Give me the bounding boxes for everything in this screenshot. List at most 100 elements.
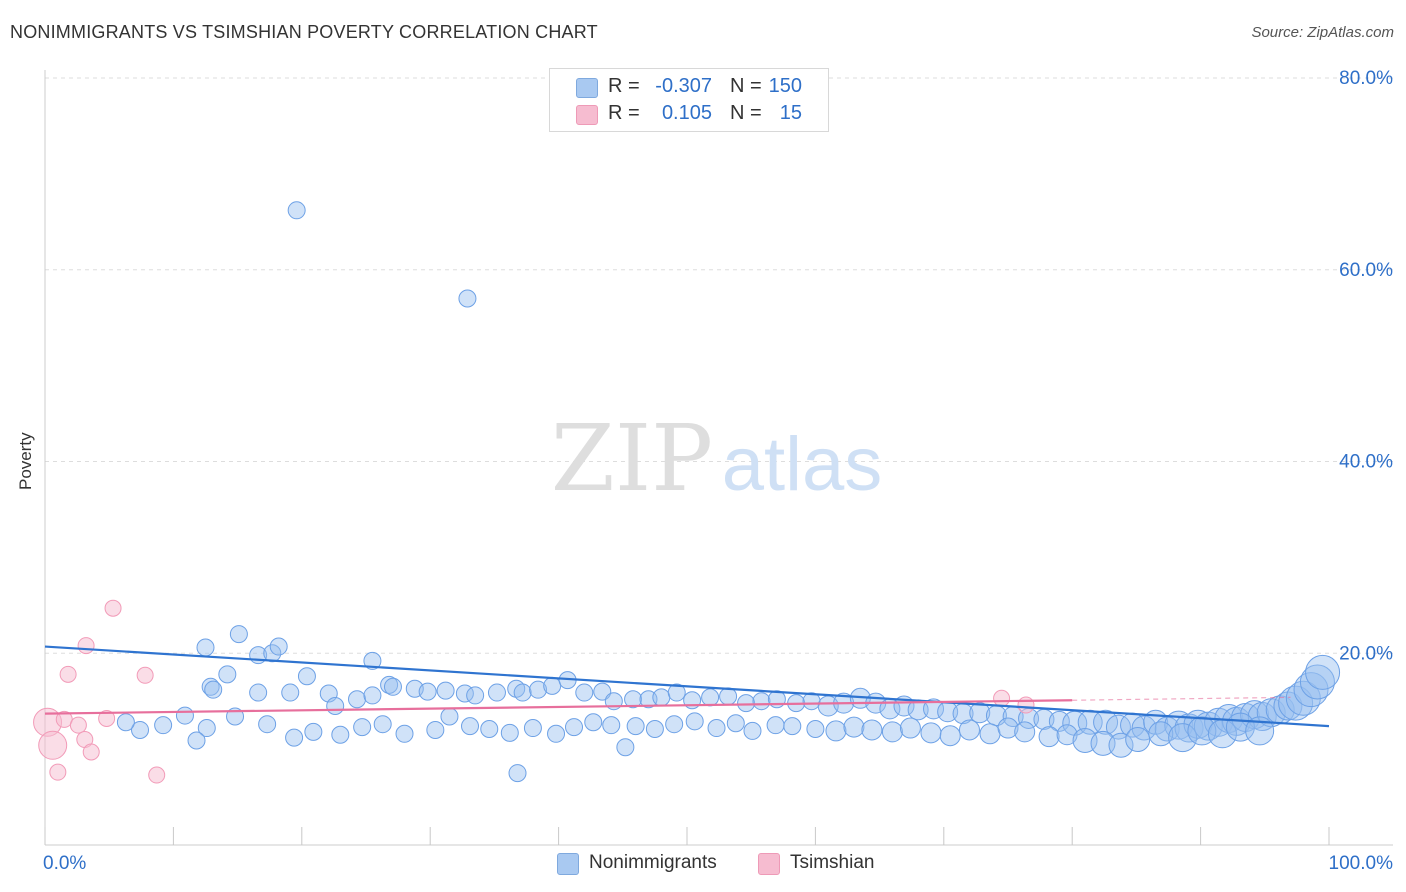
point-nonimmigrants	[287, 201, 306, 220]
point-nonimmigrants	[204, 680, 223, 699]
point-nonimmigrants	[783, 717, 802, 736]
point-tsimshian	[148, 766, 166, 784]
point-nonimmigrants	[297, 667, 316, 686]
point-nonimmigrants	[997, 717, 1019, 739]
point-tsimshian	[1017, 696, 1035, 714]
point-nonimmigrants	[353, 718, 372, 737]
point-nonimmigrants	[363, 651, 382, 670]
point-nonimmigrants	[766, 716, 785, 735]
point-nonimmigrants	[363, 686, 382, 705]
legend-swatch-tsimshian	[576, 105, 598, 125]
point-nonimmigrants	[229, 625, 248, 644]
x-ticks	[44, 827, 1330, 845]
legend-row-tsimshian: R = 0.105 N = 15	[550, 100, 828, 128]
point-tsimshian	[136, 666, 154, 684]
point-nonimmigrants	[881, 721, 903, 743]
legend-r-label: R =	[608, 75, 640, 97]
point-nonimmigrants	[395, 724, 414, 743]
point-nonimmigrants	[175, 706, 194, 725]
trend-line-nonimmigrants	[44, 645, 1330, 728]
point-nonimmigrants	[1108, 732, 1134, 758]
point-nonimmigrants	[1038, 726, 1060, 748]
point-nonimmigrants	[752, 692, 771, 711]
point-nonimmigrants	[602, 716, 621, 735]
point-nonimmigrants	[547, 724, 566, 743]
point-nonimmigrants	[575, 683, 594, 702]
point-tsimshian	[77, 637, 95, 655]
point-nonimmigrants	[187, 731, 206, 750]
point-nonimmigrants	[1125, 727, 1151, 753]
point-nonimmigrants	[737, 694, 756, 713]
point-nonimmigrants	[249, 683, 268, 702]
point-nonimmigrants	[1105, 714, 1131, 740]
point-nonimmigrants	[513, 683, 532, 702]
trend-lines	[44, 645, 1330, 728]
legend-r-label: R =	[608, 102, 640, 124]
point-tsimshian	[993, 689, 1011, 707]
point-nonimmigrants	[726, 714, 745, 733]
bottom-legend-label: Tsimshian	[790, 852, 875, 873]
point-nonimmigrants	[707, 719, 726, 738]
point-nonimmigrants	[440, 707, 459, 726]
point-nonimmigrants	[969, 702, 991, 724]
watermark-atlas: atlas	[722, 422, 883, 507]
point-nonimmigrants	[201, 677, 220, 696]
point-nonimmigrants	[802, 692, 821, 711]
x-tick-label: 0.0%	[43, 853, 86, 874]
source-label: Source: ZipAtlas.com	[1251, 24, 1394, 41]
legend-swatch-nonimmigrants	[576, 78, 598, 98]
point-nonimmigrants	[461, 717, 480, 736]
point-nonimmigrants	[958, 719, 980, 741]
point-nonimmigrants	[508, 764, 527, 783]
point-nonimmigrants	[281, 683, 300, 702]
point-tsimshian	[59, 665, 77, 683]
point-nonimmigrants	[331, 725, 350, 744]
point-nonimmigrants	[269, 637, 288, 656]
bottom-legend-swatch-nonimmigrants	[557, 853, 579, 875]
watermark: ZIP atlas	[551, 405, 882, 512]
legend-row-nonimmigrants: R = -0.307 N = 150	[550, 73, 828, 101]
point-tsimshian	[49, 763, 67, 781]
point-nonimmigrants	[373, 715, 392, 734]
point-nonimmigrants	[624, 690, 643, 709]
point-nonimmigrants	[584, 713, 603, 732]
point-nonimmigrants	[458, 289, 477, 308]
legend-n-value: 15	[779, 102, 802, 124]
y-tick-labels: 20.0% 40.0% 60.0% 80.0%	[1339, 68, 1393, 664]
bottom-legend-label: Nonimmigrants	[589, 852, 717, 873]
y-tick-label: 40.0%	[1339, 452, 1393, 473]
point-tsimshian	[38, 730, 68, 760]
point-nonimmigrants	[326, 696, 345, 715]
x-tick-label: 100.0%	[1329, 853, 1394, 874]
series-tsimshian	[33, 599, 1035, 784]
point-nonimmigrants	[426, 720, 445, 739]
point-nonimmigrants	[480, 719, 499, 738]
point-nonimmigrants	[719, 687, 738, 706]
watermark-zip: ZIP	[551, 405, 713, 512]
point-nonimmigrants	[979, 723, 1001, 745]
x-tick-labels: 0.0% 100.0%	[43, 853, 1393, 874]
point-nonimmigrants	[616, 738, 635, 757]
y-tick-label: 60.0%	[1339, 260, 1393, 281]
point-nonimmigrants	[626, 717, 645, 736]
point-nonimmigrants	[1093, 709, 1119, 735]
point-nonimmigrants	[131, 720, 150, 739]
point-nonimmigrants	[825, 720, 847, 742]
legend-r-value: -0.307	[655, 75, 712, 97]
series-nonimmigrants	[116, 201, 1341, 783]
point-nonimmigrants	[685, 712, 704, 731]
point-nonimmigrants	[500, 723, 519, 742]
trend-line-tsimshian	[44, 699, 1073, 715]
point-nonimmigrants	[1305, 654, 1341, 690]
point-nonimmigrants	[645, 719, 664, 738]
point-nonimmigrants	[843, 716, 865, 738]
point-nonimmigrants	[652, 688, 671, 707]
point-nonimmigrants	[285, 728, 304, 747]
point-nonimmigrants	[667, 683, 686, 702]
point-nonimmigrants	[523, 719, 542, 738]
y-tick-label: 80.0%	[1339, 68, 1393, 89]
point-nonimmigrants	[116, 713, 135, 732]
point-nonimmigrants	[304, 722, 323, 741]
point-nonimmigrants	[487, 683, 506, 702]
trend-line-tsimshian-extension	[1072, 696, 1291, 701]
